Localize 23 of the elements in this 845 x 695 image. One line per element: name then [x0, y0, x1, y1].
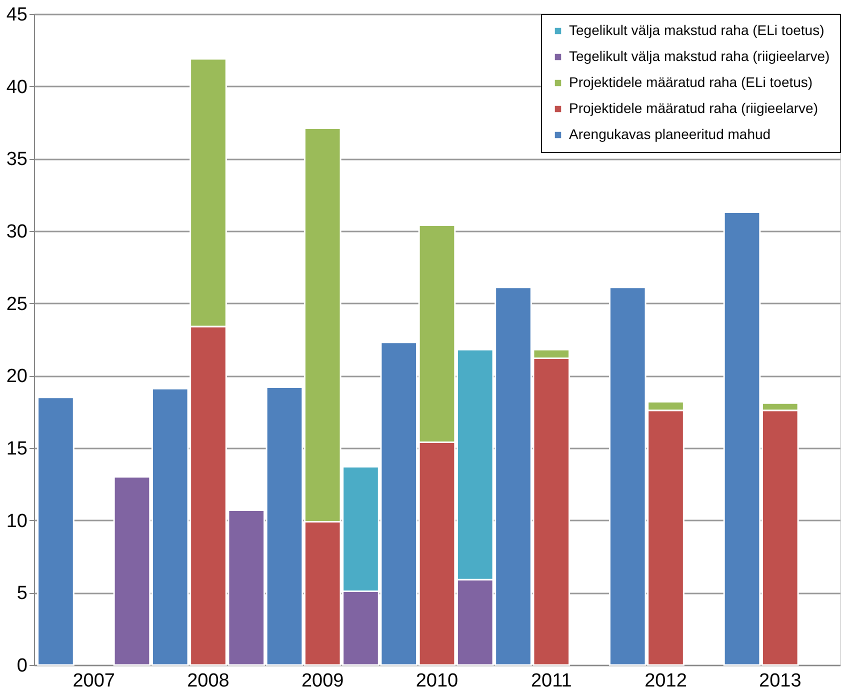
y-tick-label: 10	[6, 510, 28, 532]
y-tick-label: 40	[6, 76, 28, 98]
y-tick-label: 45	[6, 4, 28, 26]
x-tick-label: 2007	[72, 670, 115, 692]
legend-label: Tegelikult välja makstud raha (riigieelarve)	[569, 48, 830, 64]
y-tick-label: 20	[6, 366, 28, 388]
legend-label: Arengukavas planeeritud mahud	[569, 126, 771, 142]
y-tick-label: 15	[6, 438, 28, 460]
x-tick-label: 2013	[759, 670, 802, 692]
y-tick-label: 25	[6, 294, 28, 315]
y-tick-label: 35	[6, 149, 28, 170]
bar	[37, 396, 74, 666]
x-tick-label: 2009	[301, 670, 344, 692]
x-tick-label: 2008	[187, 670, 230, 692]
legend-label: Tegelikult välja makstud raha (ELi toetus)	[569, 22, 824, 38]
x-tick-label: 2012	[644, 670, 687, 692]
legend-label: Projektidele määratud raha (ELi toetus)	[569, 74, 813, 90]
x-tick-label: 2011	[530, 670, 572, 692]
legend-label: Projektidele määratud raha (riigieelarve)	[569, 100, 818, 116]
y-tick-label: 5	[16, 583, 28, 604]
y-tick-label: 0	[16, 656, 28, 676]
y-tick-label: 30	[6, 222, 28, 242]
x-tick-label: 2010	[416, 670, 458, 692]
